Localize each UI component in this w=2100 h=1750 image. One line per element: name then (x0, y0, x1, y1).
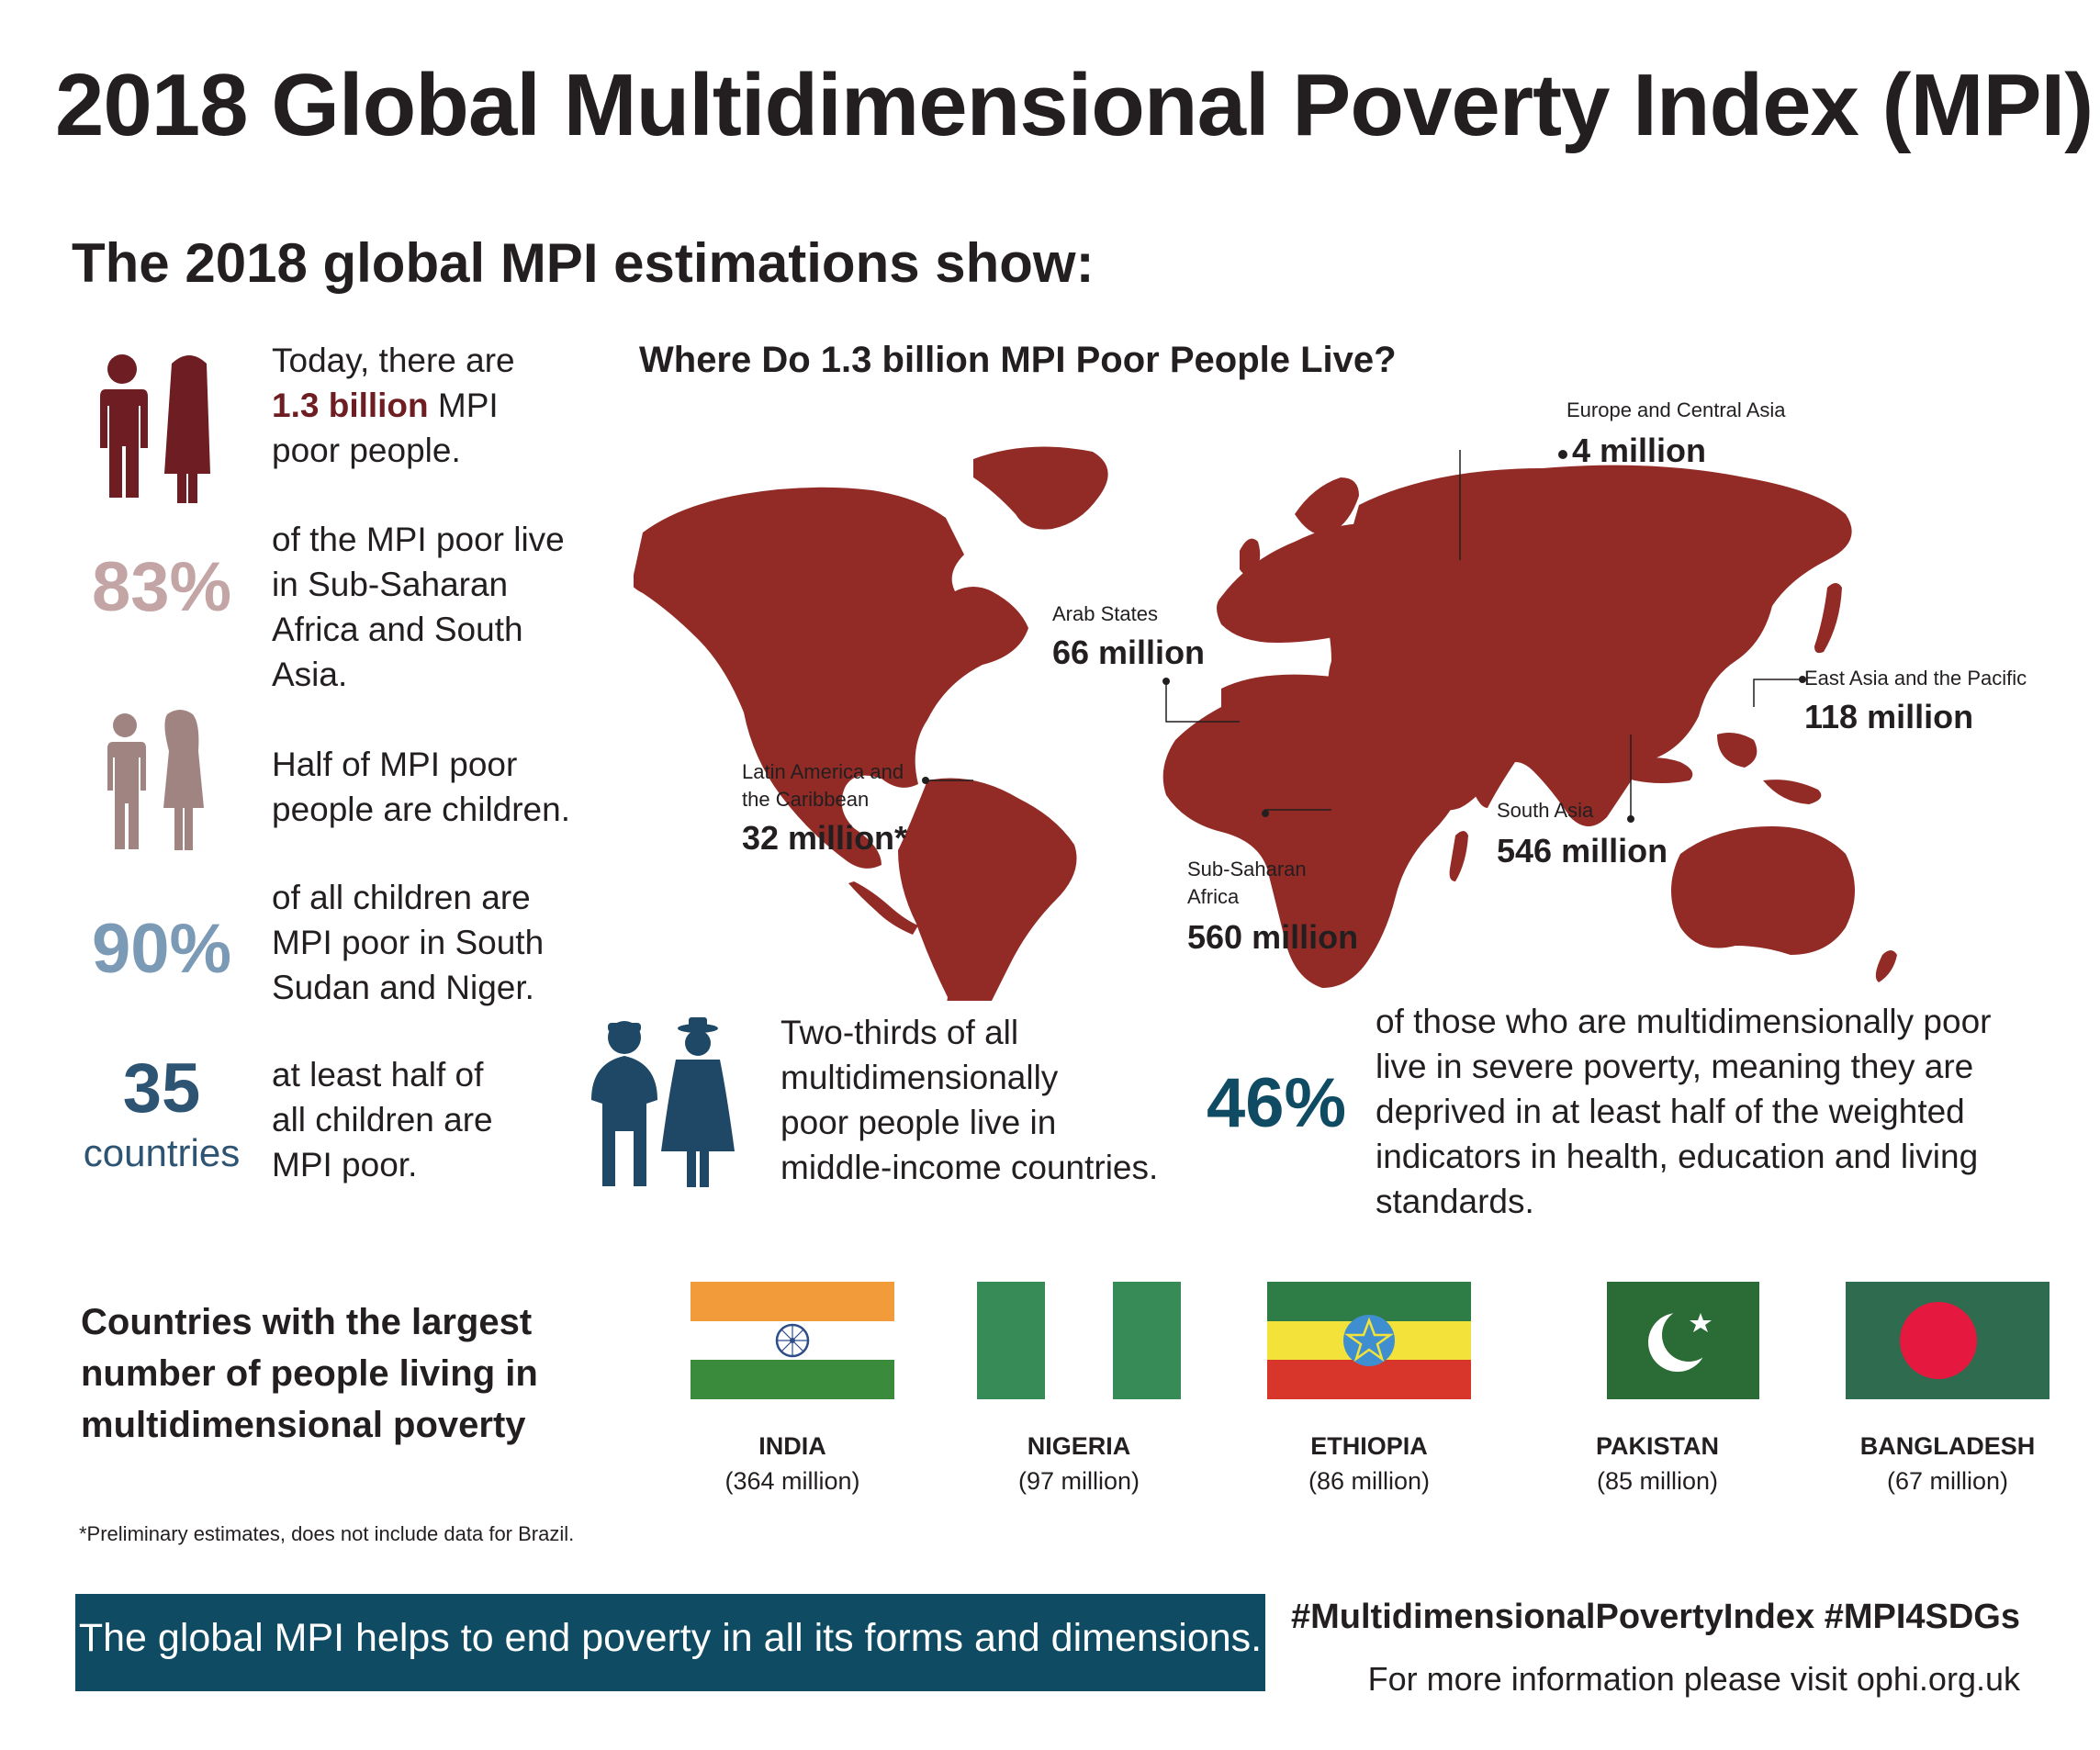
countries35-line: MPI poor. (272, 1146, 418, 1183)
pct90-line: Sudan and Niger. (272, 969, 534, 1006)
region-ssa-name1: Sub-Saharan (1187, 858, 1307, 881)
region-europe-name: Europe and Central Asia (1567, 398, 1786, 421)
children-icon (107, 710, 204, 850)
children-text: Half of MPI poor people are children. (272, 742, 570, 832)
adults-traditional-icon (591, 1017, 735, 1187)
pct46-line: indicators in health, education and livi… (1376, 1138, 1979, 1175)
countries35-value: 35 (122, 1049, 201, 1127)
region-south-asia-value: 546 million (1497, 832, 1668, 869)
countries35-unit: countries (83, 1131, 241, 1174)
leader-line-east-asia (1753, 679, 1802, 707)
india-flag-icon (691, 1282, 894, 1399)
pct83-line: of the MPI poor live (272, 521, 565, 558)
middle-income-line: multidimensionally (780, 1059, 1059, 1096)
pct46-text: of those who are multidimensionally poor… (1376, 999, 1991, 1224)
pct46-line: standards. (1376, 1183, 1534, 1220)
region-arab-name: Arab States (1052, 602, 1158, 625)
middle-income-text: Two-thirds of all multidimensionally poo… (780, 1010, 1158, 1190)
page-title: 2018 Global Multidimensional Poverty Ind… (55, 56, 2094, 154)
hashtags: #MultidimensionalPovertyIndex #MPI4SDGs (1291, 1598, 2020, 1636)
pct46-value: 46% (1206, 1064, 1347, 1142)
country-name: PAKISTAN (1596, 1432, 1719, 1460)
country-value: (364 million) (724, 1467, 860, 1495)
pct90-value: 90% (91, 910, 232, 988)
pct90-text: of all children are MPI poor in South Su… (272, 875, 544, 1010)
middle-income-line: Two-thirds of all (780, 1014, 1019, 1051)
pct83-line: Africa and South (272, 611, 523, 648)
poor-people-text: Today, there are 1.3 billion MPI poor pe… (272, 338, 515, 473)
poor-people-highlight: 1.3 billion (272, 387, 429, 424)
country-name: ETHIOPIA (1310, 1432, 1428, 1460)
region-latin-name2: the Caribbean (742, 788, 870, 811)
region-europe-dot (1558, 450, 1567, 459)
country-name: INDIA (758, 1432, 826, 1460)
region-europe-value: 4 million (1572, 432, 1707, 469)
countries35-line: all children are (272, 1101, 493, 1139)
world-map (634, 446, 1897, 1001)
region-latin-name1: Latin America and (742, 760, 904, 783)
countries35-text: at least half of all children are MPI po… (272, 1052, 493, 1187)
countries35-line: at least half of (272, 1056, 484, 1094)
pct46-line: deprived in at least half of the weighte… (1376, 1093, 1965, 1130)
footer-banner-text: The global MPI helps to end poverty in a… (78, 1616, 1263, 1660)
pct83-text: of the MPI poor live in Sub-Saharan Afri… (272, 517, 565, 697)
middle-income-line: middle-income countries. (780, 1149, 1159, 1186)
pakistan-flag-icon (1555, 1282, 1759, 1399)
middle-income-line: poor people live in (780, 1104, 1057, 1141)
poor-people-line2-rest: MPI (428, 387, 499, 424)
pct83-value: 83% (91, 548, 232, 626)
map-leader-dots (922, 676, 1806, 823)
region-ssa-value: 560 million (1187, 918, 1359, 956)
countries-heading: Countries with the largest number of peo… (81, 1296, 538, 1451)
country-value: (67 million) (1886, 1467, 2009, 1495)
country-value: (97 million) (1017, 1467, 1140, 1495)
pct90-line: of all children are (272, 879, 531, 916)
ethiopia-flag-icon (1267, 1282, 1471, 1399)
poor-people-line1: Today, there are (272, 342, 515, 379)
pct46-line: live in severe poverty, meaning they are (1376, 1048, 1974, 1085)
region-east-asia-name: East Asia and the Pacific (1804, 667, 2027, 690)
country-value: (85 million) (1596, 1467, 1719, 1495)
countries-heading-line: multidimensional poverty (81, 1405, 526, 1445)
footnote: *Preliminary estimates, does not include… (79, 1522, 575, 1545)
region-south-asia-name: South Asia (1497, 799, 1594, 822)
region-latin-value: 32 million* (742, 819, 908, 857)
pct90-line: MPI poor in South (272, 924, 545, 961)
footer-banner (75, 1594, 1265, 1691)
children-line: Half of MPI poor (272, 746, 518, 783)
country-name: NIGERIA (1027, 1432, 1131, 1460)
countries-heading-line: number of people living in (81, 1353, 538, 1394)
poor-people-line3: poor people. (272, 432, 461, 469)
world-map-landmass (634, 446, 1897, 1001)
more-info-link[interactable]: For more information please visit ophi.o… (1367, 1660, 2020, 1698)
bangladesh-flag-icon (1846, 1282, 2049, 1399)
country-value: (86 million) (1308, 1467, 1431, 1495)
poor-people-line2: 1.3 billion MPI (272, 383, 515, 428)
map-title: Where Do 1.3 billion MPI Poor People Liv… (639, 340, 1397, 380)
pct83-line: in Sub-Saharan (272, 566, 509, 603)
adults-icon (100, 354, 210, 503)
nigeria-flag-icon (977, 1282, 1181, 1399)
countries-heading-line: Countries with the largest (81, 1302, 533, 1342)
region-arab-value: 66 million (1052, 634, 1206, 671)
region-ssa-name2: Africa (1187, 885, 1240, 908)
country-name: BANGLADESH (1859, 1432, 2036, 1460)
leader-line-arab (1165, 681, 1240, 723)
pct83-line: Asia. (272, 656, 348, 693)
region-east-asia-value: 118 million (1804, 698, 1974, 735)
children-line: people are children. (272, 791, 570, 828)
page-subtitle: The 2018 global MPI estimations show: (72, 232, 1095, 294)
pct46-line: of those who are multidimensionally poor (1376, 1003, 1992, 1040)
